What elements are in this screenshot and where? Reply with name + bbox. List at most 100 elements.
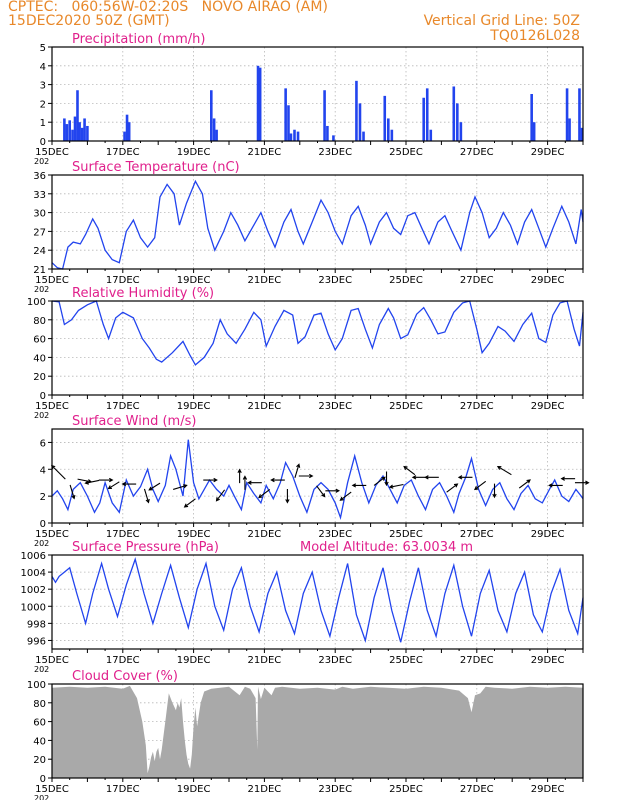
wind-arrow bbox=[492, 483, 497, 499]
header-grid-info: Vertical Grid Line: 50Z bbox=[423, 13, 580, 29]
y-tick-label: 996 bbox=[27, 636, 46, 647]
x-tick-label: 21DEC bbox=[248, 147, 282, 158]
panel-pressure: 996 998 1000 1002 1004 1006 15DEC 17DEC 19DEC 21D… bbox=[21, 540, 584, 674]
x-tick-label: 17DEC bbox=[106, 655, 140, 666]
y-tick-label: 80 bbox=[33, 699, 46, 710]
precip-bar bbox=[532, 122, 536, 141]
x-tick-label: 27DEC bbox=[460, 655, 494, 666]
x-tick-label: 17DEC bbox=[106, 529, 140, 540]
x-tick-label: 23DEC bbox=[318, 401, 352, 412]
precip-bar bbox=[215, 129, 218, 141]
x-tick-label: 19DEC bbox=[177, 401, 211, 412]
wind-arrow bbox=[215, 489, 226, 502]
x-tick-label: 17DEC bbox=[106, 401, 140, 412]
wind-arrow bbox=[403, 465, 416, 476]
panel-title: Cloud Cover (%) bbox=[72, 669, 178, 684]
wind-arrow bbox=[294, 463, 301, 478]
x-tick-label: 15DEC bbox=[35, 655, 69, 666]
precip-bar bbox=[578, 88, 581, 141]
x-tick-label: 27DEC bbox=[460, 784, 494, 795]
y-tick-label: 20 bbox=[33, 372, 46, 383]
x-tick-label: 21DEC bbox=[248, 655, 282, 666]
wind-arrow bbox=[143, 488, 150, 504]
x-tick-label: 21DEC bbox=[248, 529, 282, 540]
x-tick-label: 25DEC bbox=[389, 275, 423, 286]
wind-arrow bbox=[351, 483, 367, 488]
wind-arrow bbox=[237, 468, 242, 484]
x-tick-label: 29DEC bbox=[531, 784, 565, 795]
x-tick-label: 25DEC bbox=[389, 784, 423, 795]
y-tick-label: 80 bbox=[33, 316, 46, 327]
x-tick-label: 27DEC bbox=[460, 275, 494, 286]
wind-arrow bbox=[69, 484, 76, 500]
wind-arrow bbox=[574, 480, 590, 485]
wind-arrow bbox=[325, 488, 341, 493]
precip-bar bbox=[76, 90, 79, 141]
temp-line bbox=[51, 179, 584, 270]
wind-arrow bbox=[51, 464, 66, 480]
precip-bar bbox=[296, 131, 300, 141]
precip-bar bbox=[387, 118, 390, 141]
panel-rh: 0 20 40 60 80 100 15DEC 17DEC 19DEC 21DEC 23DEC 25D… bbox=[27, 286, 584, 420]
precip-bar bbox=[530, 94, 533, 141]
precip-bar bbox=[287, 105, 290, 141]
precip-bar bbox=[71, 129, 74, 141]
panel-title: Relative Humidity (%) bbox=[72, 286, 214, 301]
x-tick-label: 19DEC bbox=[177, 275, 211, 286]
x-tick-label: 15DEC bbox=[35, 784, 69, 795]
precip-bar bbox=[456, 103, 459, 141]
cloud-cover-area bbox=[52, 685, 583, 778]
x-tick-label: 29DEC bbox=[531, 655, 565, 666]
x-tick-label: 19DEC bbox=[177, 655, 211, 666]
wind-arrow bbox=[446, 483, 459, 493]
y-tick-label: 998 bbox=[27, 619, 46, 630]
panel-cloud: 0 20 40 60 80 100 15DEC 17DEC 19DEC 21DEC 23DEC 25D… bbox=[27, 669, 584, 800]
precip-bar bbox=[565, 88, 569, 141]
precip-bar bbox=[293, 129, 296, 141]
wind-arrow bbox=[457, 475, 473, 480]
x-tick-label: 25DEC bbox=[389, 655, 423, 666]
y-tick-label: 4 bbox=[40, 465, 46, 476]
x-tick-label: 29DEC bbox=[531, 147, 565, 158]
y-tick-label: 100 bbox=[27, 680, 46, 691]
precip-bar bbox=[452, 86, 456, 141]
precip-bar bbox=[332, 135, 335, 141]
wind-arrow bbox=[316, 485, 326, 498]
y-tick-label: 1 bbox=[40, 118, 46, 129]
wind-arrow bbox=[298, 473, 314, 479]
wind-arrow bbox=[373, 476, 386, 486]
x-tick-label: 19DEC bbox=[177, 784, 211, 795]
x-year-label: 202 bbox=[34, 539, 49, 548]
x-tick-label: 15DEC bbox=[35, 147, 69, 158]
precip-bar bbox=[459, 122, 463, 141]
x-year-label: 202 bbox=[34, 665, 49, 674]
panel-precip: 0 1 2 3 4 5 15DEC 17DEC 19DEC 21DEC 23DEC 25DEC 27DE… bbox=[34, 32, 584, 166]
x-tick-label: 27DEC bbox=[460, 529, 494, 540]
wind-arrow bbox=[560, 476, 576, 481]
x-tick-label: 29DEC bbox=[531, 401, 565, 412]
x-tick-label: 23DEC bbox=[318, 147, 352, 158]
header-datetime: 15DEC2020 50Z (GMT) bbox=[8, 13, 170, 29]
x-tick-label: 27DEC bbox=[460, 401, 494, 412]
wind-arrow bbox=[518, 479, 531, 489]
precip-bar bbox=[80, 127, 84, 141]
wind-arrow bbox=[84, 479, 100, 485]
precip-bar bbox=[78, 122, 81, 141]
y-tick-label: 1000 bbox=[21, 602, 46, 613]
y-tick-label: 60 bbox=[33, 335, 46, 346]
x-tick-label: 15DEC bbox=[35, 529, 69, 540]
precip-bar bbox=[73, 116, 77, 141]
precip-bar bbox=[83, 118, 86, 141]
x-tick-label: 23DEC bbox=[318, 784, 352, 795]
precip-bar bbox=[383, 95, 387, 141]
precip-bar bbox=[323, 90, 326, 141]
x-tick-label: 21DEC bbox=[248, 784, 282, 795]
precip-bar bbox=[63, 118, 66, 141]
x-tick-label: 25DEC bbox=[389, 529, 423, 540]
y-tick-label: 36 bbox=[33, 171, 46, 182]
x-tick-label: 17DEC bbox=[106, 275, 140, 286]
wind-arrow bbox=[270, 477, 285, 483]
panel-frame bbox=[51, 683, 584, 779]
header-run-id: TQ0126L028 bbox=[490, 28, 580, 44]
precip-bar bbox=[422, 97, 425, 141]
